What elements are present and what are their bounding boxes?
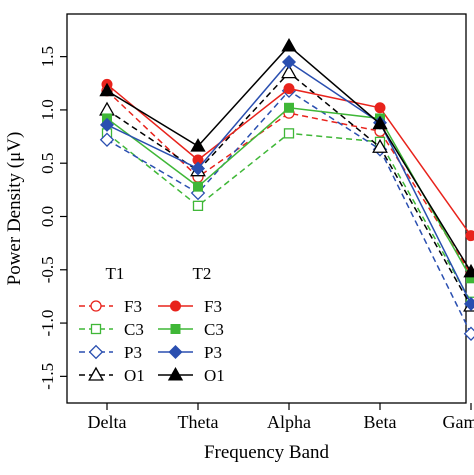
legend-label: F3 [124, 297, 142, 316]
circle-marker [283, 83, 295, 95]
diamond-marker [463, 296, 474, 311]
square-marker [90, 323, 102, 335]
triangle-marker [88, 366, 104, 381]
diamond-marker [463, 326, 474, 341]
triangle-marker [372, 115, 388, 130]
series-t1-o1 [99, 64, 474, 312]
y-tick-label: -0.5 [38, 256, 57, 283]
y-axis: -1.5 -1.0 -0.5 0.0 0.5 1.0 1.5 [38, 46, 67, 390]
legend-entry: F3 [79, 297, 142, 316]
legend-entry: O1 [158, 366, 225, 385]
series-t1-f3 [101, 85, 474, 280]
legend-label: P3 [124, 343, 142, 362]
legend-entry: O1 [79, 366, 145, 385]
triangle-marker [167, 366, 184, 381]
square-marker [283, 128, 295, 139]
series-t1-p3 [99, 83, 474, 341]
circle-marker [90, 300, 102, 312]
legend-label: O1 [124, 366, 145, 385]
diamond-marker [99, 117, 115, 132]
legend-entry: C3 [79, 320, 144, 339]
legend-label: C3 [204, 320, 224, 339]
square-marker [193, 181, 203, 192]
series-line [106, 90, 472, 275]
triangle-marker [99, 82, 115, 97]
series-t2-f3 [101, 78, 474, 242]
square-marker [192, 200, 204, 211]
legend-entry: P3 [158, 343, 222, 362]
x-axis-label: Frequency Band [204, 442, 330, 463]
triangle-marker [463, 263, 474, 278]
legend-entry: C3 [158, 320, 224, 339]
diamond-marker [281, 54, 297, 69]
series-t2-o1 [99, 37, 474, 278]
legend-group-title: T1 [106, 264, 125, 283]
legend-label: O1 [204, 366, 225, 385]
y-tick-label: 1.0 [38, 99, 57, 120]
diamond-marker [168, 344, 183, 360]
legend-entry: F3 [158, 297, 222, 316]
circle-marker [374, 102, 386, 114]
diamond-marker [88, 344, 104, 360]
series-t2-p3 [99, 54, 474, 311]
square-marker [284, 102, 294, 113]
x-tick-label: Gamma [443, 412, 474, 432]
series-t1-c3 [101, 128, 474, 307]
legend-label: F3 [204, 297, 222, 316]
legend-label: P3 [204, 343, 222, 362]
circle-marker [170, 300, 181, 312]
diamond-marker [190, 161, 206, 176]
x-tick-label: Beta [364, 412, 397, 432]
x-tick-label: Alpha [267, 412, 311, 432]
square-marker [170, 324, 181, 334]
y-tick-label: 1.5 [38, 46, 57, 67]
legend: T1 T2 F3 C3 P3 O1 F3 C3 P3 O1 [79, 264, 225, 385]
series-layer [99, 37, 474, 341]
circle-marker [465, 230, 474, 242]
x-tick-label: Theta [178, 412, 219, 432]
y-tick-label: -1.5 [38, 363, 57, 390]
x-axis: Delta Theta Alpha Beta Gamma [88, 403, 474, 432]
y-tick-label: 0.0 [38, 206, 57, 227]
legend-group-title: T2 [193, 264, 212, 283]
y-tick-label: -1.0 [38, 310, 57, 337]
x-tick-label: Delta [88, 412, 127, 432]
triangle-marker [190, 138, 206, 152]
legend-label: C3 [124, 320, 144, 339]
triangle-marker [372, 138, 388, 153]
diamond-marker [99, 132, 115, 147]
y-tick-label: 0.5 [38, 153, 57, 174]
legend-entry: P3 [79, 343, 142, 362]
triangle-marker [281, 64, 297, 79]
triangle-marker [281, 37, 297, 52]
y-axis-label: Power Density (μV) [4, 132, 25, 286]
plot-frame [66, 13, 467, 404]
triangle-marker [99, 101, 115, 116]
